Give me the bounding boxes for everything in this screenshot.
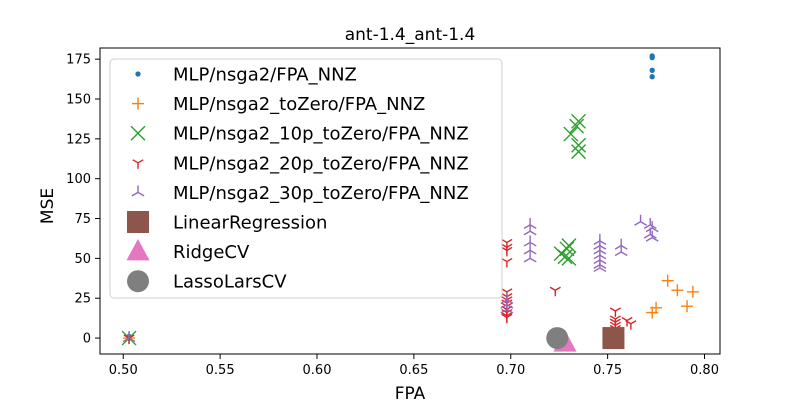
legend-label: MLP/nsga2/FPA_NNZ xyxy=(173,65,357,86)
data-point xyxy=(645,221,659,233)
data-point xyxy=(123,334,135,345)
y-tick-label: 75 xyxy=(74,212,91,227)
plot-area xyxy=(121,53,699,352)
data-point xyxy=(649,74,655,80)
legend-label: MLP/nsga2_30p_toZero/FPA_NNZ xyxy=(173,183,469,204)
legend-marker xyxy=(135,71,141,77)
series-3 xyxy=(121,113,587,346)
data-point xyxy=(609,307,621,317)
y-tick-label: 25 xyxy=(74,292,91,307)
data-point xyxy=(614,245,628,257)
data-point xyxy=(501,257,513,268)
data-point xyxy=(523,224,537,236)
legend-entry: LinearRegression xyxy=(127,211,327,234)
series-6 xyxy=(602,327,625,350)
series-8 xyxy=(546,327,569,350)
legend-entry: MLP/nsga2_toZero/FPA_NNZ xyxy=(132,94,425,115)
data-point xyxy=(645,230,659,242)
y-axis-label: MSE xyxy=(38,188,58,224)
y-tick-label: 100 xyxy=(66,172,91,187)
x-tick-label: 0.80 xyxy=(690,363,719,378)
legend-label: MLP/nsga2_20p_toZero/FPA_NNZ xyxy=(173,153,469,174)
legend-marker xyxy=(130,125,146,141)
legend-marker xyxy=(127,211,149,233)
data-point xyxy=(649,67,655,73)
data-point xyxy=(602,327,625,350)
legend-marker xyxy=(131,185,145,197)
legend-marker xyxy=(127,270,149,293)
data-point xyxy=(650,301,663,314)
data-point xyxy=(500,302,514,314)
data-point xyxy=(501,313,513,324)
data-point xyxy=(523,235,537,247)
data-point xyxy=(563,126,579,142)
x-tick-label: 0.75 xyxy=(593,363,622,378)
legend-entry: MLP/nsga2_10p_toZero/FPA_NNZ xyxy=(130,124,469,145)
data-point xyxy=(546,327,569,350)
data-point xyxy=(661,274,674,287)
x-tick-label: 0.60 xyxy=(303,363,332,378)
legend-label: LinearRegression xyxy=(173,213,327,234)
data-point xyxy=(559,241,575,257)
legend-entry: MLP/nsga2_30p_toZero/FPA_NNZ xyxy=(131,183,469,204)
y-tick-label: 0 xyxy=(83,332,91,347)
data-point xyxy=(549,286,561,297)
data-point xyxy=(122,331,136,343)
data-point xyxy=(614,238,628,250)
data-point xyxy=(561,238,577,254)
legend: MLP/nsga2/FPA_NNZ MLP/nsga2_toZero/FPA_NN… xyxy=(109,58,503,299)
legend-label: MLP/nsga2_10p_toZero/FPA_NNZ xyxy=(173,124,469,145)
data-point xyxy=(571,137,587,153)
data-point xyxy=(501,246,513,257)
data-point xyxy=(561,250,577,266)
data-point xyxy=(523,243,537,255)
legend-entry: RidgeCV xyxy=(126,238,250,263)
legend-label: LassoLarsCV xyxy=(173,272,287,293)
series-5 xyxy=(122,214,659,343)
data-point xyxy=(643,217,657,230)
legend-marker xyxy=(132,97,144,110)
legend-marker xyxy=(132,159,144,169)
x-tick-label: 0.50 xyxy=(109,363,138,378)
data-point xyxy=(523,217,537,230)
data-point xyxy=(686,285,699,298)
y-tick-label: 50 xyxy=(74,252,91,267)
y-tick-label: 175 xyxy=(66,53,91,68)
x-tick-label: 0.70 xyxy=(496,363,525,378)
x-tick-label: 0.55 xyxy=(206,363,235,378)
y-tick-label: 125 xyxy=(66,132,91,147)
legend-label: RidgeCV xyxy=(173,242,250,263)
data-point xyxy=(643,227,657,239)
legend-label: MLP/nsga2_toZero/FPA_NNZ xyxy=(173,94,425,115)
legend-entry: LassoLarsCV xyxy=(127,270,287,293)
chart-title: ant-1.4_ant-1.4 xyxy=(345,25,476,45)
x-axis-label: FPA xyxy=(395,384,426,400)
data-point xyxy=(671,284,684,297)
data-point xyxy=(571,144,587,160)
legend-entry: MLP/nsga2_20p_toZero/FPA_NNZ xyxy=(132,153,469,174)
data-point xyxy=(523,251,537,263)
axes: 0.50 0.55 0.60 0.65 0.70 0.75 0.80 0 25 50 75 100 12… xyxy=(66,47,721,378)
data-point xyxy=(681,300,694,313)
data-point xyxy=(569,118,585,134)
y-tick-label: 150 xyxy=(66,93,91,108)
x-tick-label: 0.65 xyxy=(399,363,428,378)
data-point xyxy=(649,54,655,61)
data-point xyxy=(571,113,587,129)
legend-frame xyxy=(109,58,503,299)
legend-entry: MLP/nsga2/FPA_NNZ xyxy=(135,65,357,86)
legend-marker xyxy=(126,238,150,261)
data-point xyxy=(593,260,607,273)
data-point xyxy=(634,214,648,226)
axes-frame xyxy=(99,47,721,355)
data-point xyxy=(625,320,637,330)
